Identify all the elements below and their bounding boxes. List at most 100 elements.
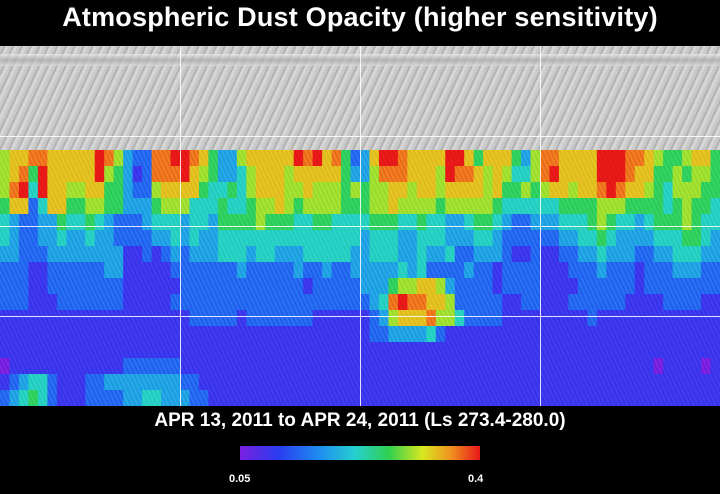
dust-cell <box>142 150 153 167</box>
dust-cell <box>634 198 645 215</box>
dust-cell <box>236 230 247 247</box>
dust-cell <box>558 262 570 279</box>
dust-cell <box>56 182 67 199</box>
dust-cell <box>350 342 361 359</box>
dust-cell <box>445 294 456 311</box>
dust-cell <box>236 166 247 183</box>
dust-cell <box>123 278 134 295</box>
dust-cell <box>378 326 390 343</box>
dust-cell <box>644 214 655 231</box>
dust-cell <box>227 342 238 359</box>
dust-cell <box>625 358 636 375</box>
dust-cell <box>530 262 541 279</box>
dust-cell <box>246 390 257 406</box>
dust-cell <box>691 182 702 199</box>
dust-cell <box>170 150 181 167</box>
dust-cell <box>142 358 153 375</box>
dust-cell <box>255 262 266 279</box>
dust-cell <box>710 230 720 247</box>
dust-cell <box>521 230 532 247</box>
dust-cell <box>284 214 295 231</box>
dust-cell <box>265 246 276 263</box>
dust-cell <box>312 278 323 295</box>
dust-cell <box>142 214 153 231</box>
dust-cell <box>265 358 276 375</box>
dust-cell <box>350 390 361 406</box>
dust-cell <box>142 246 153 263</box>
dust-cell <box>549 294 560 311</box>
dust-cell <box>198 150 210 167</box>
dust-cell <box>416 294 427 311</box>
dust-cell <box>341 246 352 263</box>
dust-cell <box>9 342 20 359</box>
dust-cell <box>180 246 191 263</box>
dust-cell <box>180 150 191 167</box>
dust-cell <box>596 230 607 247</box>
dust-cell <box>293 150 304 167</box>
dust-cell <box>369 374 380 391</box>
dust-cell <box>303 246 314 263</box>
dust-cell <box>606 374 617 391</box>
dust-cell <box>341 326 352 343</box>
dust-cell <box>28 342 39 359</box>
dust-cell <box>47 214 58 231</box>
dust-cell <box>180 358 191 375</box>
dust-cell <box>37 278 48 295</box>
dust-cell <box>615 358 626 375</box>
dust-cell <box>303 342 314 359</box>
dust-cell <box>322 390 333 406</box>
dust-cell <box>653 182 664 199</box>
dust-cell <box>331 166 342 183</box>
dust-cell <box>350 214 361 231</box>
dust-cell <box>407 150 418 167</box>
dust-cell <box>104 374 115 391</box>
dust-cell <box>521 214 532 231</box>
dust-cell <box>577 150 588 167</box>
dust-cell <box>9 182 20 199</box>
dust-cell <box>435 182 446 199</box>
dust-cell <box>350 310 361 327</box>
dust-cell <box>28 198 39 215</box>
dust-cell <box>341 182 352 199</box>
dust-cell <box>303 214 314 231</box>
dust-cell <box>483 294 494 311</box>
dust-cell <box>18 326 30 343</box>
dust-cell <box>369 150 380 167</box>
dust-cell <box>37 326 48 343</box>
dust-cell <box>189 326 200 343</box>
dust-cell <box>170 326 181 343</box>
dust-cell <box>710 198 720 215</box>
dust-cell <box>265 198 276 215</box>
dust-cell <box>521 358 532 375</box>
dust-cell <box>663 342 674 359</box>
dust-cell <box>625 374 636 391</box>
dust-cell <box>66 262 77 279</box>
dust-cell <box>104 358 115 375</box>
dust-cell <box>426 150 437 167</box>
dust-cell <box>596 294 607 311</box>
dust-cell <box>653 294 664 311</box>
dust-cell <box>435 150 446 167</box>
dust-cell <box>521 262 532 279</box>
dust-cell <box>9 390 20 406</box>
dust-cell <box>0 310 11 327</box>
dust-cell <box>388 230 399 247</box>
dust-cell <box>322 326 333 343</box>
dust-cell <box>189 230 200 247</box>
dust-cell <box>142 166 153 183</box>
dust-cell <box>615 182 626 199</box>
dust-cell <box>85 214 96 231</box>
dust-cell <box>360 294 371 311</box>
dust-cell <box>265 214 276 231</box>
dust-cell <box>284 262 295 279</box>
dust-cell <box>56 374 67 391</box>
dust-cell <box>303 390 314 406</box>
dust-cell <box>284 310 295 327</box>
dust-cell <box>568 150 579 167</box>
dust-cell <box>682 166 693 183</box>
dust-cell <box>303 230 314 247</box>
dust-cell <box>634 214 645 231</box>
dust-cell <box>587 166 598 183</box>
dust-cell <box>587 294 598 311</box>
dust-cell <box>663 230 674 247</box>
